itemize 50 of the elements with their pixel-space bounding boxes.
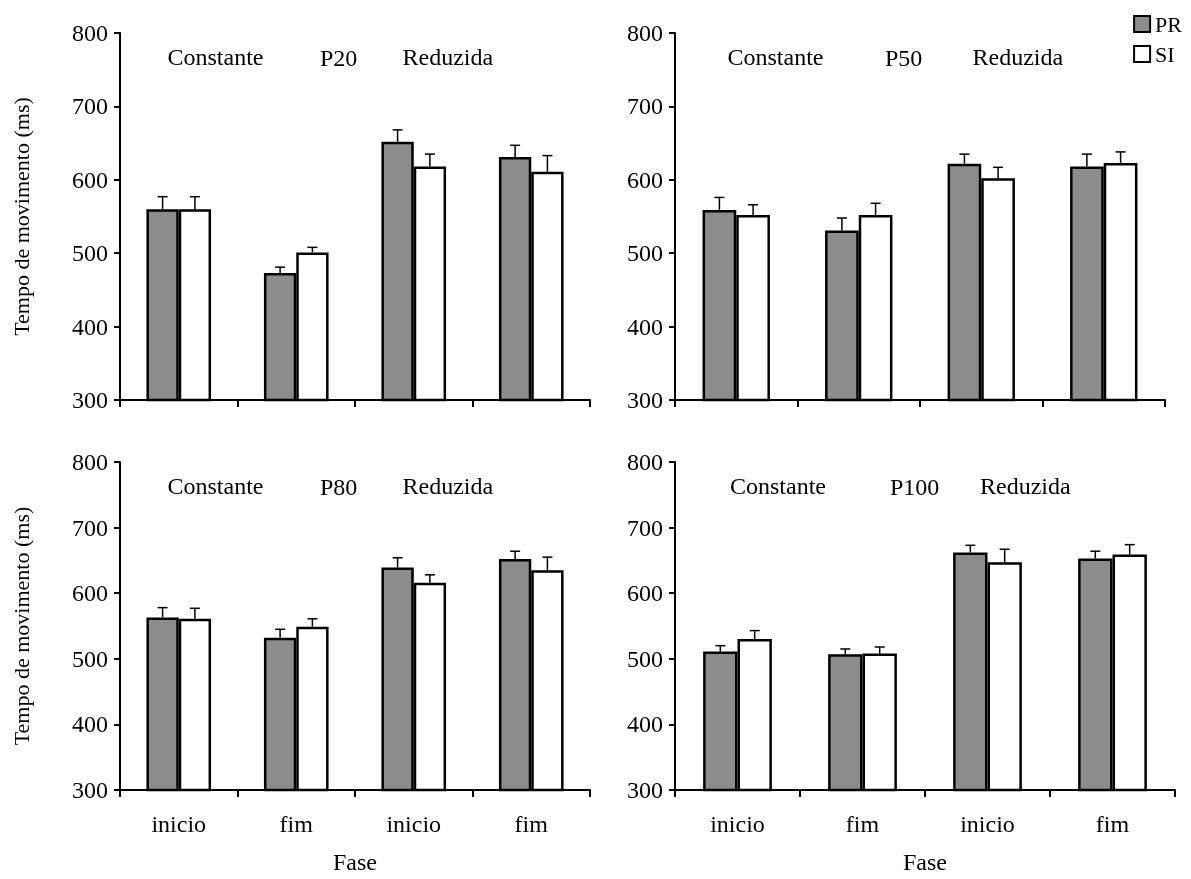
x-tick-label: fim: [279, 811, 314, 837]
y-tick-label: 800: [72, 20, 108, 46]
y-axis-title: Tempo de movimento (ms): [8, 506, 34, 746]
y-tick-label: 400: [627, 711, 663, 738]
annotation: Reduzida: [402, 473, 494, 499]
y-tick-label: 500: [627, 240, 663, 267]
x-axis-title: Fase: [333, 849, 377, 875]
x-tick-label: fim: [514, 811, 549, 837]
text: P50: [885, 45, 923, 71]
x-axis-title: Fase: [903, 849, 947, 875]
x-tick-label: fim: [1095, 811, 1130, 837]
annotation: Constante: [167, 44, 264, 70]
y-tick-label: 500: [72, 645, 108, 672]
y-tick-label: 300: [72, 387, 108, 413]
text: P20: [320, 45, 358, 71]
y-tick-label: 600: [627, 580, 663, 607]
annotation: Constante: [167, 473, 264, 499]
y-tick-label: 300: [72, 777, 108, 803]
text: P100: [890, 474, 940, 500]
y-axis-title: Tempo de movimento (ms): [8, 97, 34, 336]
y-tick-label: 700: [627, 514, 663, 541]
x-tick-label: inicio: [386, 811, 442, 837]
annotation: Reduzida: [972, 44, 1064, 70]
y-tick-label: 600: [72, 166, 108, 193]
y-tick-label: 700: [72, 514, 108, 541]
annotation: Constante: [727, 44, 824, 70]
y-tick-label: 400: [72, 313, 108, 340]
text: P80: [320, 474, 358, 500]
x-tick-label: inicio: [710, 811, 765, 837]
legend-label: PR: [1155, 11, 1183, 37]
y-tick-label: 500: [72, 240, 108, 267]
annotation: Constante: [730, 473, 826, 499]
y-tick-label: 500: [627, 645, 663, 672]
annotation: Reduzida: [402, 44, 494, 70]
y-tick-label: 600: [72, 580, 108, 607]
y-tick-label: 300: [627, 387, 663, 413]
legend-label: SI: [1155, 41, 1175, 67]
x-tick-label: fim: [845, 811, 880, 837]
y-tick-label: 400: [72, 711, 108, 738]
y-tick-label: 700: [72, 93, 108, 120]
y-tick-label: 800: [627, 449, 663, 475]
x-tick-label: inicio: [151, 811, 207, 837]
y-tick-label: 400: [627, 313, 663, 340]
y-tick-label: 800: [72, 449, 108, 475]
annotation: Reduzida: [980, 473, 1071, 499]
y-tick-label: 300: [627, 777, 663, 803]
x-tick-label: inicio: [960, 811, 1015, 837]
y-tick-label: 600: [627, 166, 663, 193]
y-tick-label: 800: [627, 20, 663, 46]
y-tick-label: 700: [627, 93, 663, 120]
